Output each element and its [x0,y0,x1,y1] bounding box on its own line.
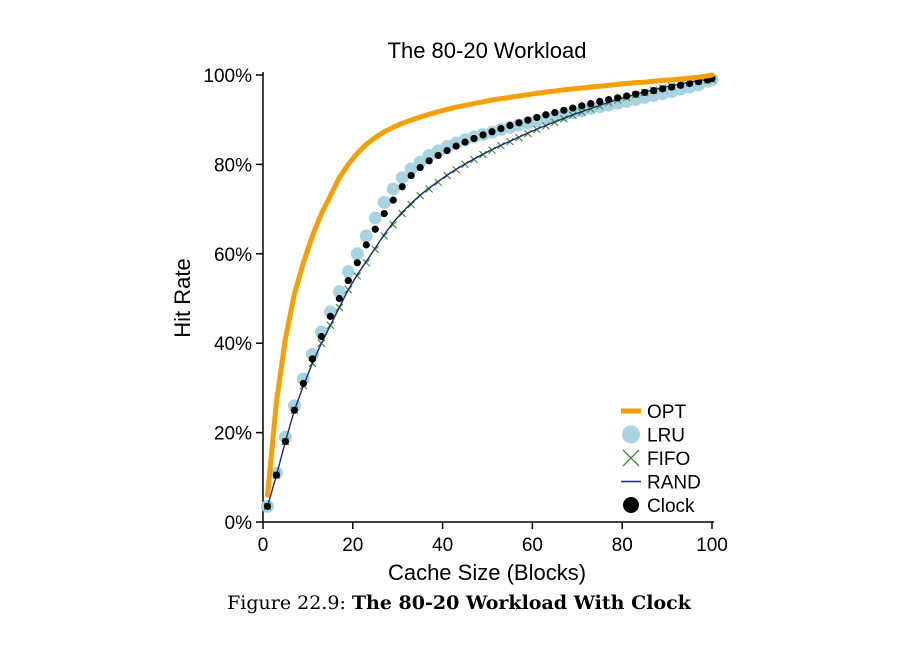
series-clock [263,74,716,510]
y-tick-label: 60% [214,245,252,266]
legend-swatch-fifo [622,449,640,467]
y-tick-label: 20% [214,424,252,445]
y-tick-label: 100% [203,66,252,87]
clock-point [614,94,622,102]
clock-point [515,119,523,127]
clock-point [425,157,433,165]
y-axis-label: Hit Rate [170,258,195,337]
clock-point [533,113,541,122]
clock-point [371,225,379,233]
clock-point [667,83,676,91]
clock-point [551,108,559,117]
clock-point [317,332,325,341]
clock-point [497,125,505,133]
lru-point [350,247,364,261]
y-tick-label: 80% [214,155,252,176]
y-tick-label: 0% [225,513,253,534]
lru-point [395,171,409,185]
clock-point [685,79,694,88]
clock-point [434,151,442,160]
clock-point [452,142,460,150]
legend-item-clock: Clock [623,496,695,517]
chart-title: The 80-20 Workload [388,38,587,63]
clock-point [290,406,299,414]
legend-item-fifo: FIFO [622,449,690,470]
legend-label-clock: Clock [647,496,695,517]
x-tick-label: 0 [258,535,269,556]
lru-point [413,155,427,169]
x-tick-label: 80 [612,535,633,556]
legend-item-lru: LRU [622,425,685,447]
clock-point [353,259,361,267]
axes: 0% 20% 40% 60% 80% 100% 0 20 40 60 80 100 [203,66,727,556]
series-opt-line [265,72,715,498]
clock-point [461,138,469,146]
x-axis-label: Cache Size (Blocks) [388,560,586,585]
clock-point [632,90,640,98]
clock-point [389,196,397,204]
x-tick-label: 20 [342,535,363,556]
clock-point [641,88,649,97]
lru-point [377,195,391,209]
legend-label-lru: LRU [647,426,685,447]
lru-point [368,211,382,225]
series-layer [260,72,719,513]
lru-point [332,285,346,299]
clock-point [335,294,343,303]
legend-label-rand: RAND [647,473,701,494]
clock-point [326,312,334,320]
clock-point [542,111,550,119]
clock-point [272,471,281,479]
x-tick-label: 60 [522,535,543,556]
clock-point [398,183,406,191]
lru-point [404,162,418,176]
clock-point [470,134,478,143]
series-lru [260,72,719,513]
clock-point [569,104,577,112]
chart: The 80-20 Workload Hit Rate Cache Size (… [170,38,728,585]
x-tick-label: 40 [432,535,453,556]
clock-point [308,355,316,363]
fifo-point [407,200,416,209]
legend-label-fifo: FIFO [647,449,690,470]
clock-point [676,81,685,89]
clock-point [380,209,388,218]
clock-point [560,106,568,114]
lru-point [341,265,355,279]
legend-item-rand: RAND [621,473,701,494]
clock-point [506,121,514,130]
clock-point [650,87,658,95]
clock-point [587,100,595,108]
lru-point [386,182,400,196]
caption-prefix: Figure 22.9: [227,592,352,614]
legend-swatch-lru [622,425,640,444]
clock-point [407,171,415,180]
clock-point [694,78,703,86]
legend-swatch-clock [623,497,639,513]
figure-caption: Figure 22.9: The 80-20 Workload With Clo… [0,592,918,614]
clock-point [596,97,604,105]
clock-point [263,502,272,510]
clock-point [578,102,586,110]
clock-point [299,379,308,388]
clock-point [362,241,370,249]
clock-point [623,92,631,100]
clock-point [443,146,451,155]
clock-point [344,277,352,285]
legend-label-opt: OPT [647,402,686,423]
lru-point [359,229,373,243]
clock-point [488,128,496,136]
clock-point [659,85,667,93]
x-tick-label: 100 [696,535,728,556]
legend-item-opt: OPT [621,402,686,423]
caption-title: The 80-20 Workload With Clock [351,592,691,614]
y-tick-label: 40% [214,334,252,355]
clock-point [479,131,487,139]
clock-point [524,116,532,124]
clock-point [281,437,290,446]
clock-point [605,95,613,104]
clock-point [416,163,424,172]
fifo-point [389,220,398,229]
